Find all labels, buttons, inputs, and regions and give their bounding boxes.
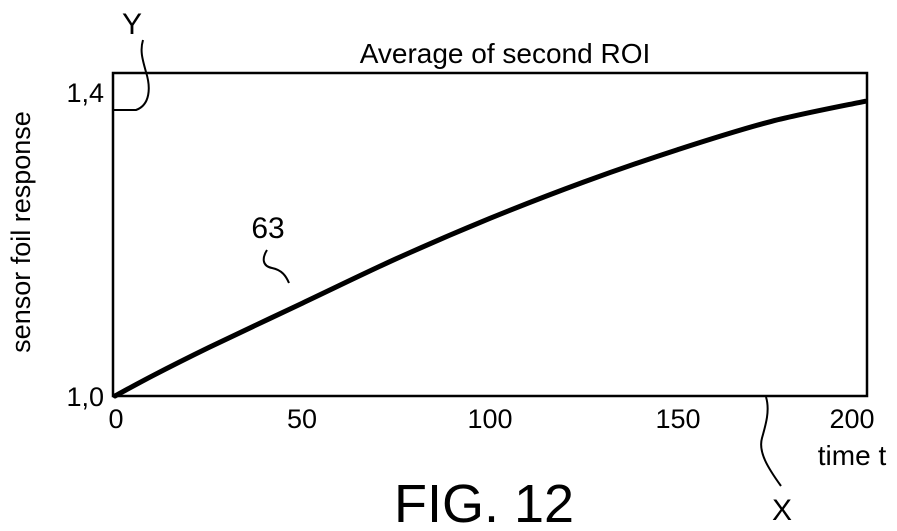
x-axis-reference-leader bbox=[761, 397, 781, 486]
x-tick-label-0: 0 bbox=[108, 404, 123, 434]
x-tick-label-150: 150 bbox=[655, 404, 700, 434]
chart-title: Average of second ROI bbox=[360, 38, 651, 69]
x-tick-label-100: 100 bbox=[467, 404, 512, 434]
curve-reference-leader bbox=[264, 250, 289, 283]
series-line bbox=[115, 101, 865, 396]
x-tick-label-50: 50 bbox=[287, 404, 317, 434]
y-tick-label-top: 1,4 bbox=[66, 78, 104, 108]
y-axis-label: sensor foil response bbox=[6, 111, 36, 353]
curve-reference-label: 63 bbox=[251, 212, 284, 245]
x-axis-reference-label: X bbox=[772, 494, 792, 527]
y-axis-reference-leader bbox=[113, 40, 149, 110]
x-tick-label-200: 200 bbox=[829, 404, 874, 434]
x-axis-label: time t bbox=[818, 440, 887, 471]
plot-frame bbox=[113, 73, 867, 396]
y-tick-label-bottom: 1,0 bbox=[66, 382, 104, 412]
y-axis-reference-label: Y bbox=[122, 8, 142, 41]
figure-caption: FIG. 12 bbox=[394, 474, 574, 531]
